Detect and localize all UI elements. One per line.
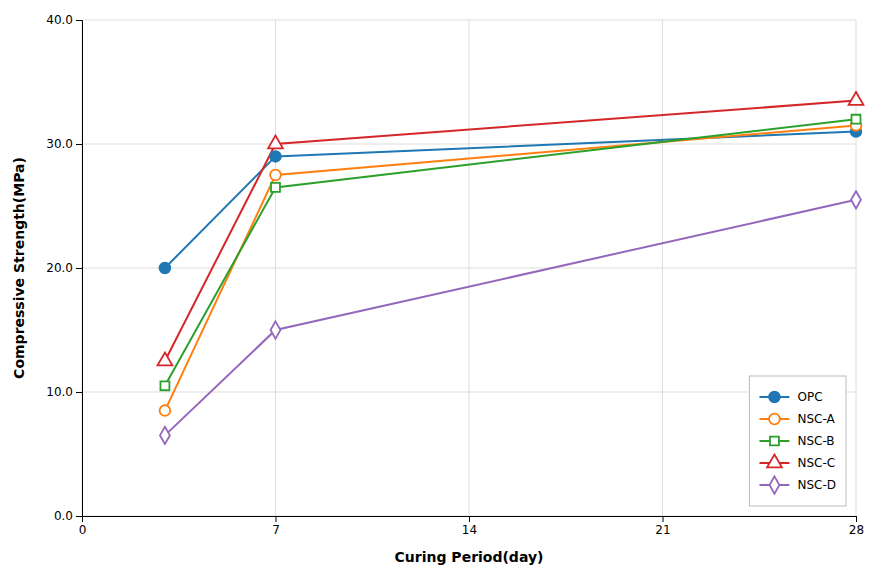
plot: 0 7 14 21 28 0.0 10.0 20.0 30.0 40.0 Curing Period… [11, 13, 864, 565]
legend-marker [767, 454, 782, 467]
grid-line [82, 268, 856, 269]
point [160, 427, 170, 444]
tick-mark [76, 516, 82, 517]
point [852, 115, 861, 124]
legend-label: NSC-B [797, 434, 834, 448]
point [270, 151, 281, 162]
series-line [165, 125, 856, 410]
tick-label: 14 [462, 523, 477, 537]
tick: 0.0 [54, 509, 82, 523]
tick-label: 10.0 [46, 385, 73, 399]
tick-label: 40.0 [46, 13, 73, 27]
tick-label: 28 [849, 523, 864, 537]
legend-item: NSC-A [759, 412, 835, 426]
tick-label: 20.0 [46, 261, 73, 275]
point [158, 352, 173, 365]
point [270, 170, 281, 181]
tick: 40.0 [46, 13, 82, 27]
point [849, 92, 864, 105]
tick: 7 [272, 516, 280, 537]
legend-item: NSC-C [759, 454, 835, 470]
chart-container: 0 7 14 21 28 0.0 10.0 20.0 30.0 40.0 Curing Period… [0, 0, 880, 578]
grid-line [82, 20, 856, 21]
legend-marker [770, 437, 779, 446]
axis-line [76, 21, 83, 517]
axis-line [83, 517, 857, 523]
tick: 10.0 [46, 385, 82, 399]
legend-label: OPC [797, 390, 822, 404]
tick-mark [663, 516, 664, 522]
x-axis: 0 7 14 21 28 [79, 516, 864, 537]
tick: 30.0 [46, 137, 82, 151]
tick-label: 0.0 [54, 509, 73, 523]
tick-mark [76, 20, 82, 21]
tick-label: 21 [655, 523, 670, 537]
point [271, 321, 281, 338]
grid-line [82, 144, 856, 145]
chart-svg: 0 7 14 21 28 0.0 10.0 20.0 30.0 40.0 Curing Period… [0, 0, 880, 578]
point [851, 191, 861, 208]
legend-marker [769, 392, 780, 403]
point [271, 183, 280, 192]
legend-label: NSC-D [797, 478, 836, 492]
legend-item: NSC-B [759, 434, 834, 448]
legend-frame [749, 376, 846, 506]
y-axis: 0.0 10.0 20.0 30.0 40.0 [46, 13, 82, 523]
tick: 20.0 [46, 261, 82, 275]
legend-marker [769, 414, 780, 425]
legend-item: OPC [759, 390, 822, 404]
y-axis-title: Compressive Strength(MPa) [11, 157, 27, 379]
legend-label: NSC-C [797, 456, 835, 470]
tick: 0 [79, 516, 87, 537]
series-line [165, 101, 856, 361]
point [160, 405, 171, 416]
point [160, 381, 169, 390]
x-axis-title: Curing Period(day) [395, 549, 544, 565]
legend-label: NSC-A [797, 412, 835, 426]
point [160, 263, 171, 274]
tick-mark [76, 268, 82, 269]
tick-mark [76, 392, 82, 393]
tick-mark [76, 144, 82, 145]
tick-mark [469, 516, 470, 522]
tick-mark [276, 516, 277, 522]
legend: OPC NSC-A NSC-B NSC-C NSC-D [749, 376, 846, 506]
tick-label: 0 [79, 523, 87, 537]
tick-mark [856, 516, 857, 522]
point [268, 135, 283, 148]
legend-item: NSC-D [759, 476, 836, 493]
tick: 21 [655, 516, 670, 537]
tick: 14 [462, 516, 477, 537]
grid-line [82, 392, 856, 393]
legend-marker [769, 476, 779, 493]
tick-label: 7 [272, 523, 280, 537]
grid [82, 20, 856, 516]
tick: 28 [849, 516, 864, 537]
tick-label: 30.0 [46, 137, 73, 151]
